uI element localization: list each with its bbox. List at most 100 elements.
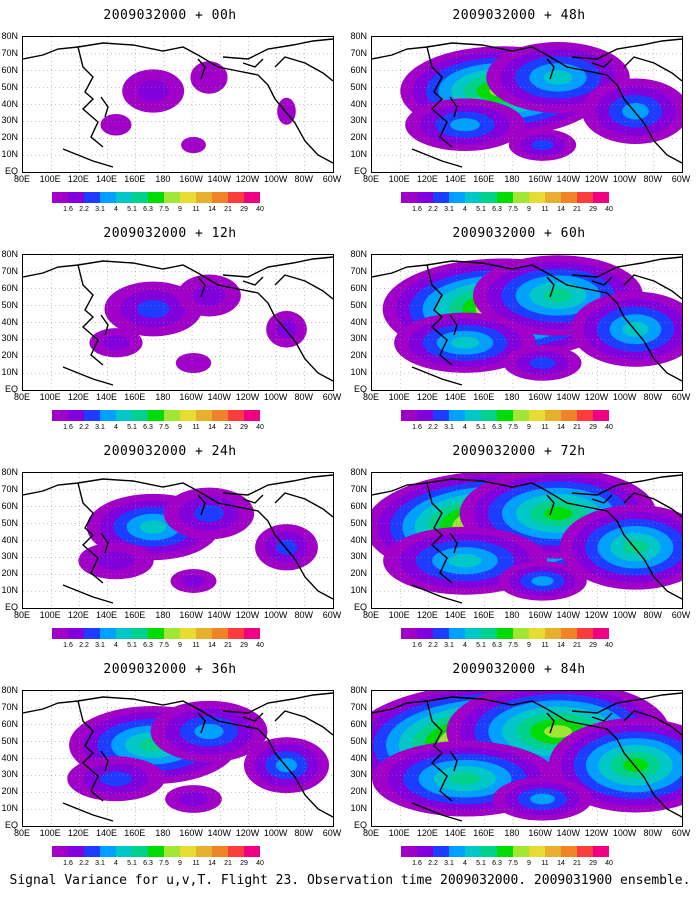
x-tick-label: 160W (528, 174, 552, 184)
colorbar-swatch (481, 846, 497, 857)
panel-title: 2009032000 + 72h (452, 444, 586, 459)
colorbar-label: 14 (557, 206, 565, 213)
colorbar-label: 21 (573, 642, 581, 649)
y-tick-label: EQ (353, 166, 367, 176)
y-tick-label: 70N (1, 701, 18, 712)
x-tick-label: 160W (179, 392, 203, 402)
variance-contour-3-3 (622, 103, 649, 120)
x-tick-label: 80W (294, 174, 314, 184)
colorbar-swatch (593, 410, 609, 421)
colorbar-label: 7.5 (159, 642, 169, 649)
colorbar-swatch (401, 846, 417, 857)
colorbar-label: 21 (224, 206, 232, 213)
colorbar-swatch (401, 628, 417, 639)
coastline-1 (77, 264, 104, 366)
variance-contour-4-3 (531, 576, 554, 586)
colorbar-swatch (68, 192, 84, 203)
colorbar-label: 21 (573, 860, 581, 867)
colorbar-label: 29 (240, 860, 248, 867)
y-tick-label: 80N (1, 249, 18, 259)
x-tick-label: 180 (504, 174, 520, 184)
colorbar-swatch (164, 846, 180, 857)
y-tick-label: 40N (350, 316, 367, 327)
colorbar-swatch (481, 628, 497, 639)
coastline-2 (449, 532, 458, 554)
x-tick-label: 160E (124, 828, 146, 838)
y-tick-label: 20N (1, 132, 18, 143)
colorbar-label: 6.3 (492, 642, 502, 649)
colorbar-label: 40 (256, 642, 264, 649)
coastline-8 (274, 710, 333, 736)
x-tick-label: 140E (445, 610, 467, 620)
colorbar-swatch (132, 846, 148, 857)
colorbar-swatch (417, 628, 433, 639)
colorbar-swatch (561, 846, 577, 857)
x-tick-label: 140W (207, 828, 232, 838)
coastline-1 (426, 482, 453, 584)
y-tick-label: 10N (350, 367, 367, 378)
colorbar-swatch (68, 628, 84, 639)
x-tick-label: 60W (322, 174, 342, 184)
colorbar-label: 3.1 (444, 424, 454, 431)
map-plot-area (22, 472, 334, 609)
x-tick-label: 120W (584, 610, 609, 620)
colorbar-swatch (68, 410, 84, 421)
x-tick-label: 100E (39, 610, 61, 620)
variance-contour-2-0 (100, 113, 132, 136)
colorbar-label: 9 (527, 642, 531, 649)
x-tick-label: 120W (235, 610, 260, 620)
colorbar (401, 192, 609, 203)
x-tick-label: 60W (322, 828, 342, 838)
coastline-0 (372, 42, 548, 60)
colorbar-label: 6.3 (143, 424, 153, 431)
colorbar-label: 29 (240, 642, 248, 649)
colorbar-label: 7.5 (508, 206, 518, 213)
forecast-panel: 2009032000 + 36h 80N 70N 60N 50N 40N 30N 20N 10N… (0, 662, 341, 872)
colorbar-label: 40 (256, 206, 264, 213)
colorbar-swatch (481, 192, 497, 203)
map-plot-area (371, 472, 683, 609)
x-tick-label: 180 (504, 610, 520, 620)
panel-title: 2009032000 + 48h (452, 8, 586, 23)
colorbar-swatch (196, 628, 212, 639)
x-tick-label: 80W (643, 828, 663, 838)
colorbar-label: 29 (240, 206, 248, 213)
coastline-5 (242, 494, 264, 504)
x-tick-label: 120E (416, 392, 438, 402)
colorbar-swatch (577, 192, 593, 203)
y-tick-label: 30N (350, 333, 367, 344)
coastline-4 (571, 38, 682, 60)
colorbar-swatch (433, 410, 449, 421)
x-tick-label: 120E (67, 392, 89, 402)
colorbar-label: 1.6 (412, 860, 422, 867)
map-svg (23, 255, 333, 390)
map-svg (372, 37, 682, 172)
colorbar-label: 9 (178, 424, 182, 431)
coastline-4 (571, 256, 682, 278)
variance-contour-3-3 (275, 758, 298, 773)
x-tick-label: 80W (294, 610, 314, 620)
x-tick-label: 140W (556, 174, 581, 184)
map-plot-area (371, 690, 683, 827)
map-plot-area (22, 690, 334, 827)
colorbar-label: 14 (557, 860, 565, 867)
colorbar-swatch (401, 192, 417, 203)
y-tick-label: 60N (1, 718, 18, 729)
coastline-3 (197, 708, 333, 818)
colorbar-label: 4 (463, 206, 467, 213)
map-svg (23, 691, 333, 826)
colorbar-label: 9 (527, 860, 531, 867)
colorbar-swatch (116, 846, 132, 857)
forecast-panel: 2009032000 + 60h 80N 70N 60N 50N 40N 30N 20N 10N… (349, 226, 690, 436)
coastline-3 (197, 54, 333, 164)
figure-caption: Signal Variance for u,v,T. Flight 23. Ob… (9, 873, 691, 888)
coastline-7 (62, 802, 114, 822)
coastline-2 (100, 532, 109, 554)
y-tick-label: 30N (1, 551, 18, 562)
coastline-3 (546, 54, 682, 164)
coastline-5 (591, 494, 613, 504)
coastline-7 (62, 148, 114, 168)
x-tick-label: 180 (155, 610, 171, 620)
coastline-4 (571, 692, 682, 714)
colorbar-label: 11 (192, 642, 200, 649)
